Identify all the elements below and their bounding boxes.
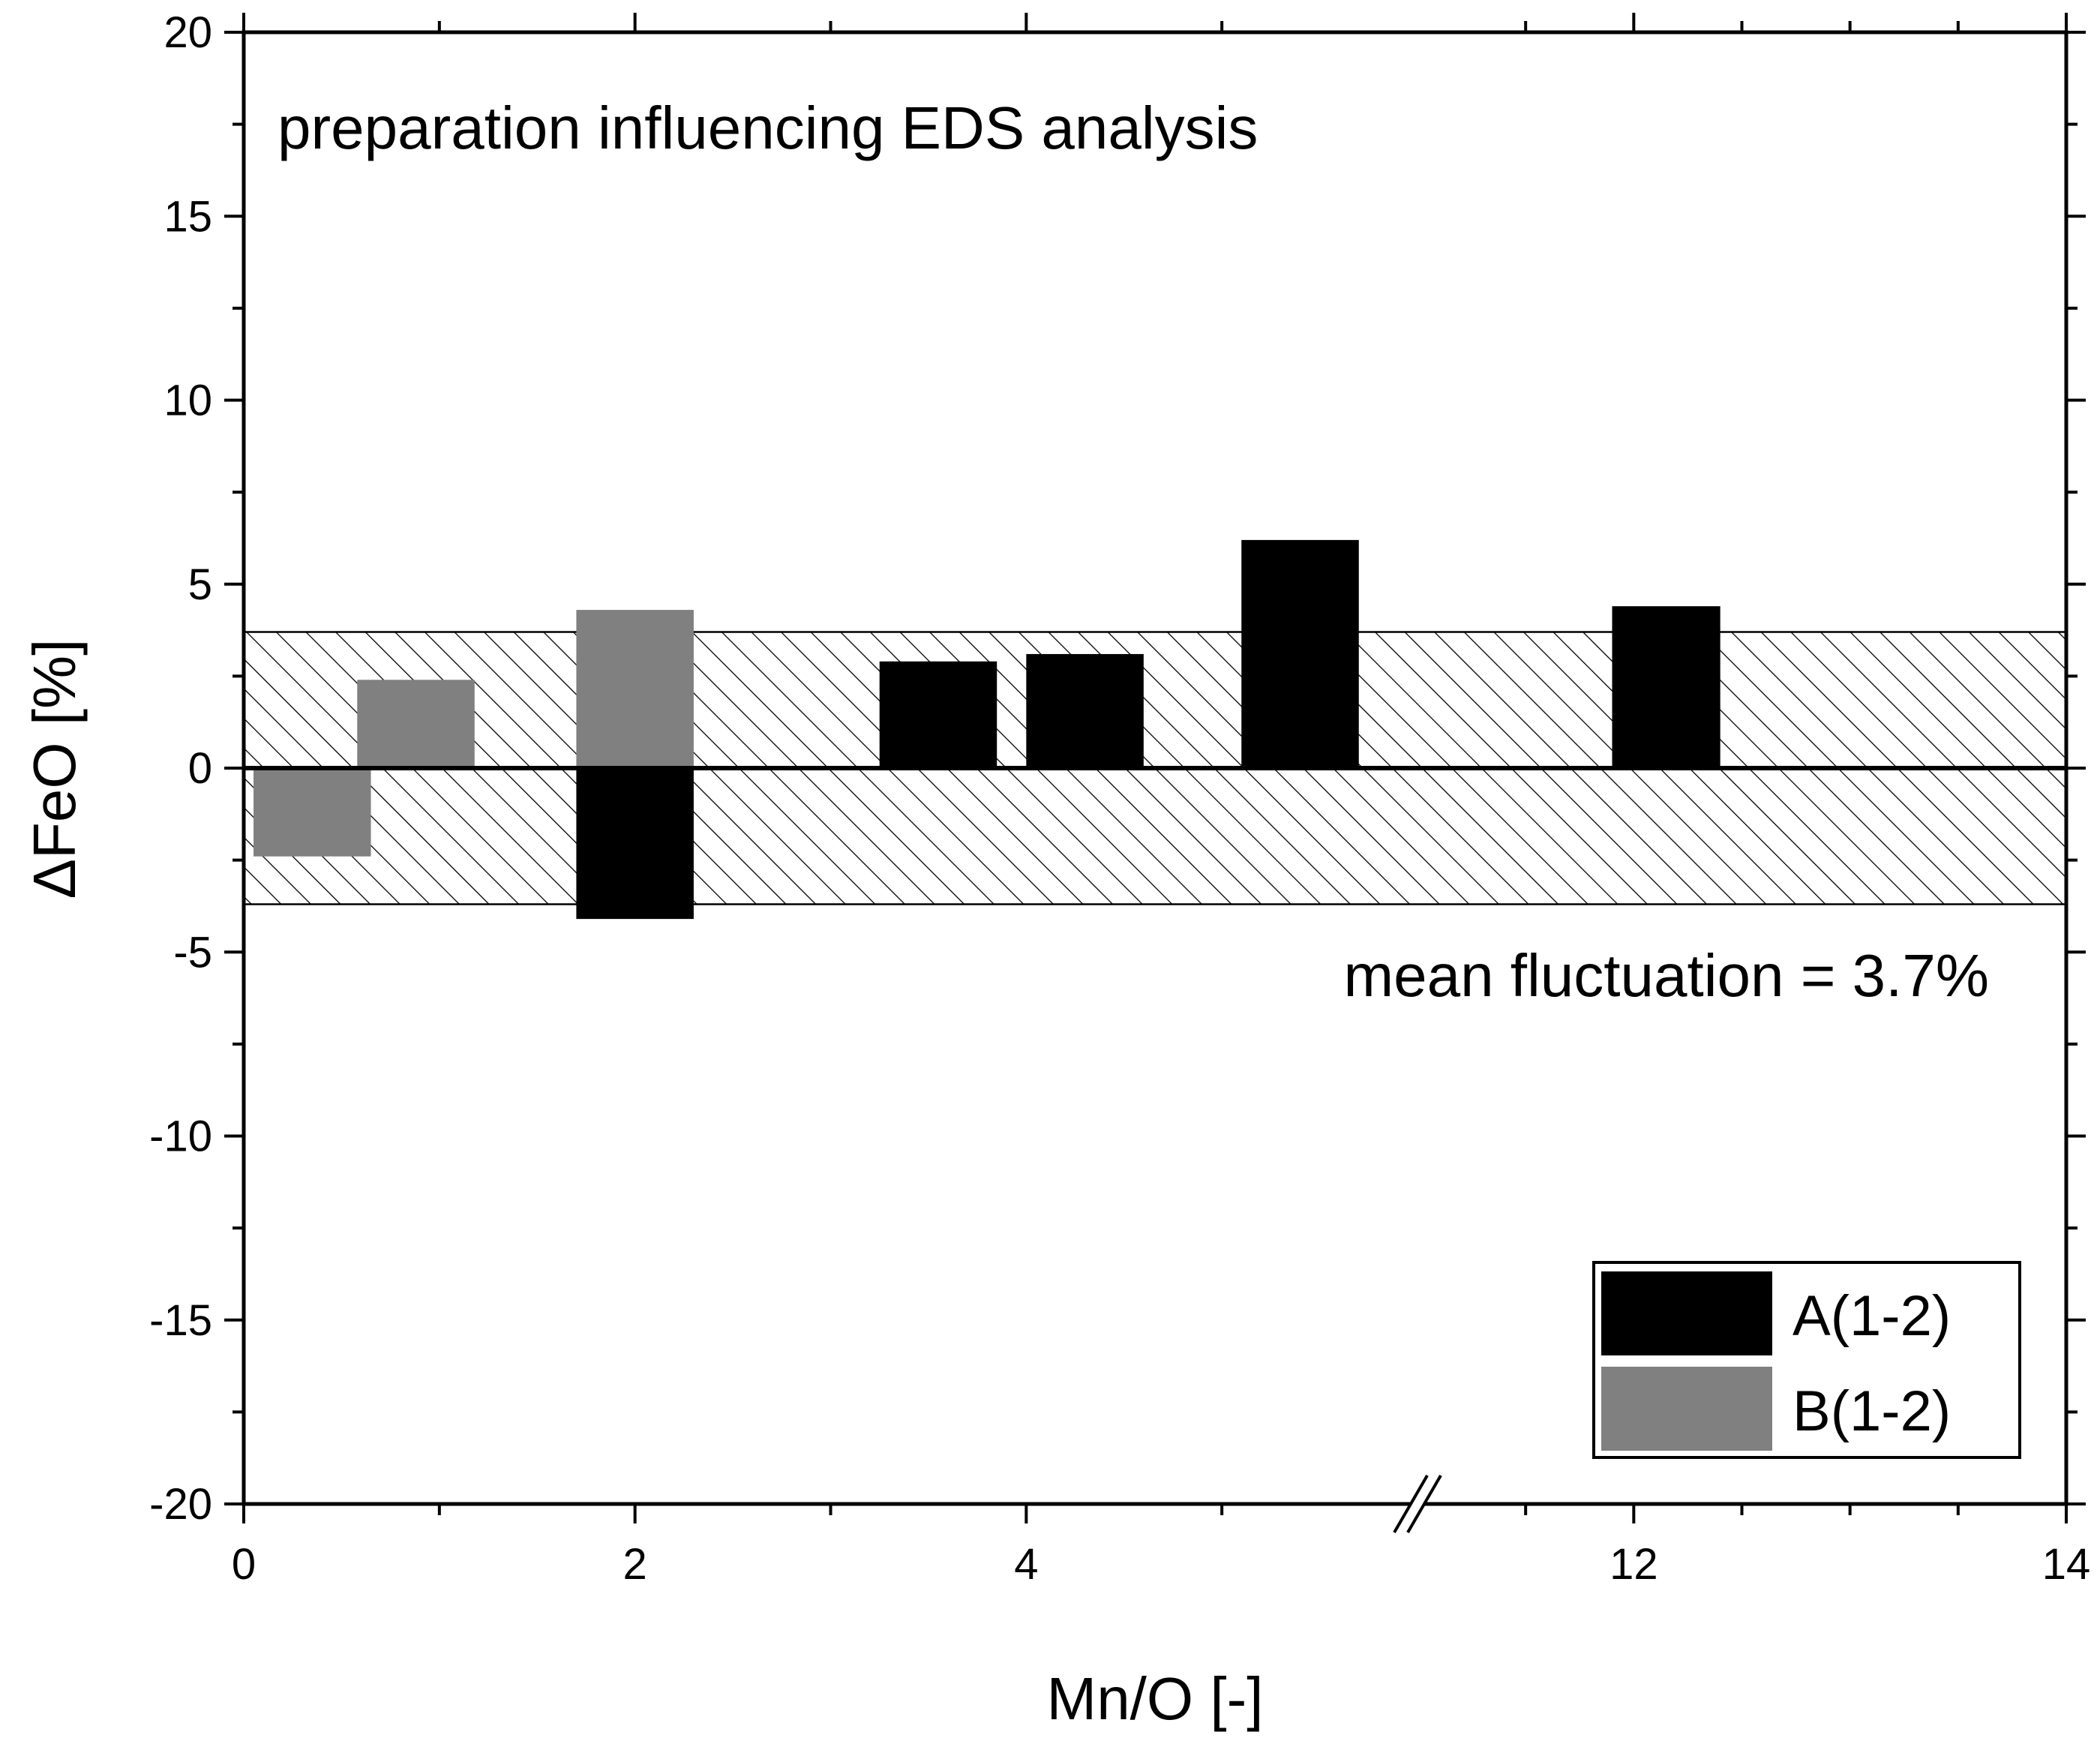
y-tick-label: -20 [149, 1480, 212, 1529]
x-tick-label: 0 [232, 1540, 256, 1589]
chart-title: preparation influencing EDS analysis [278, 95, 1258, 161]
axis-break-mark [1406, 1474, 1442, 1534]
bar-series-b [357, 680, 475, 768]
legend-swatch-b [1601, 1367, 1772, 1451]
y-tick-label: -5 [173, 928, 212, 977]
x-tick-label: 4 [1014, 1540, 1038, 1589]
y-tick-label: 5 [188, 560, 212, 609]
legend-label-b: B(1-2) [1792, 1379, 1951, 1443]
bar-series-a [879, 661, 998, 768]
x-tick-label: 12 [1610, 1540, 1658, 1589]
axis-break-mark [1393, 1474, 1429, 1534]
bar-series-a [1241, 539, 1359, 768]
x-axis-title: Mn/O [-] [1047, 1665, 1264, 1732]
bar-series-a [1612, 606, 1720, 768]
bar-series-a [1026, 653, 1144, 768]
bar-series-a [576, 768, 694, 920]
x-tick-label: 14 [2042, 1540, 2091, 1589]
band-annotation: mean fluctuation = 3.7% [1343, 942, 1989, 1009]
x-tick-label: 2 [623, 1540, 647, 1589]
y-tick-label: 0 [188, 744, 212, 793]
y-tick-label: 10 [164, 377, 212, 425]
legend-swatch-a [1601, 1271, 1772, 1355]
legend: A(1-2) B(1-2) [1592, 1261, 2021, 1459]
y-tick-label: -15 [149, 1296, 212, 1345]
legend-label-a: A(1-2) [1792, 1284, 1951, 1348]
y-tick-label: 15 [164, 192, 212, 241]
y-tick-label: -10 [149, 1112, 212, 1161]
y-tick-label: 20 [164, 8, 212, 57]
y-axis-title: ΔFeO [%] [21, 639, 88, 899]
bar-series-b [576, 610, 694, 768]
bar-series-b [254, 768, 371, 857]
